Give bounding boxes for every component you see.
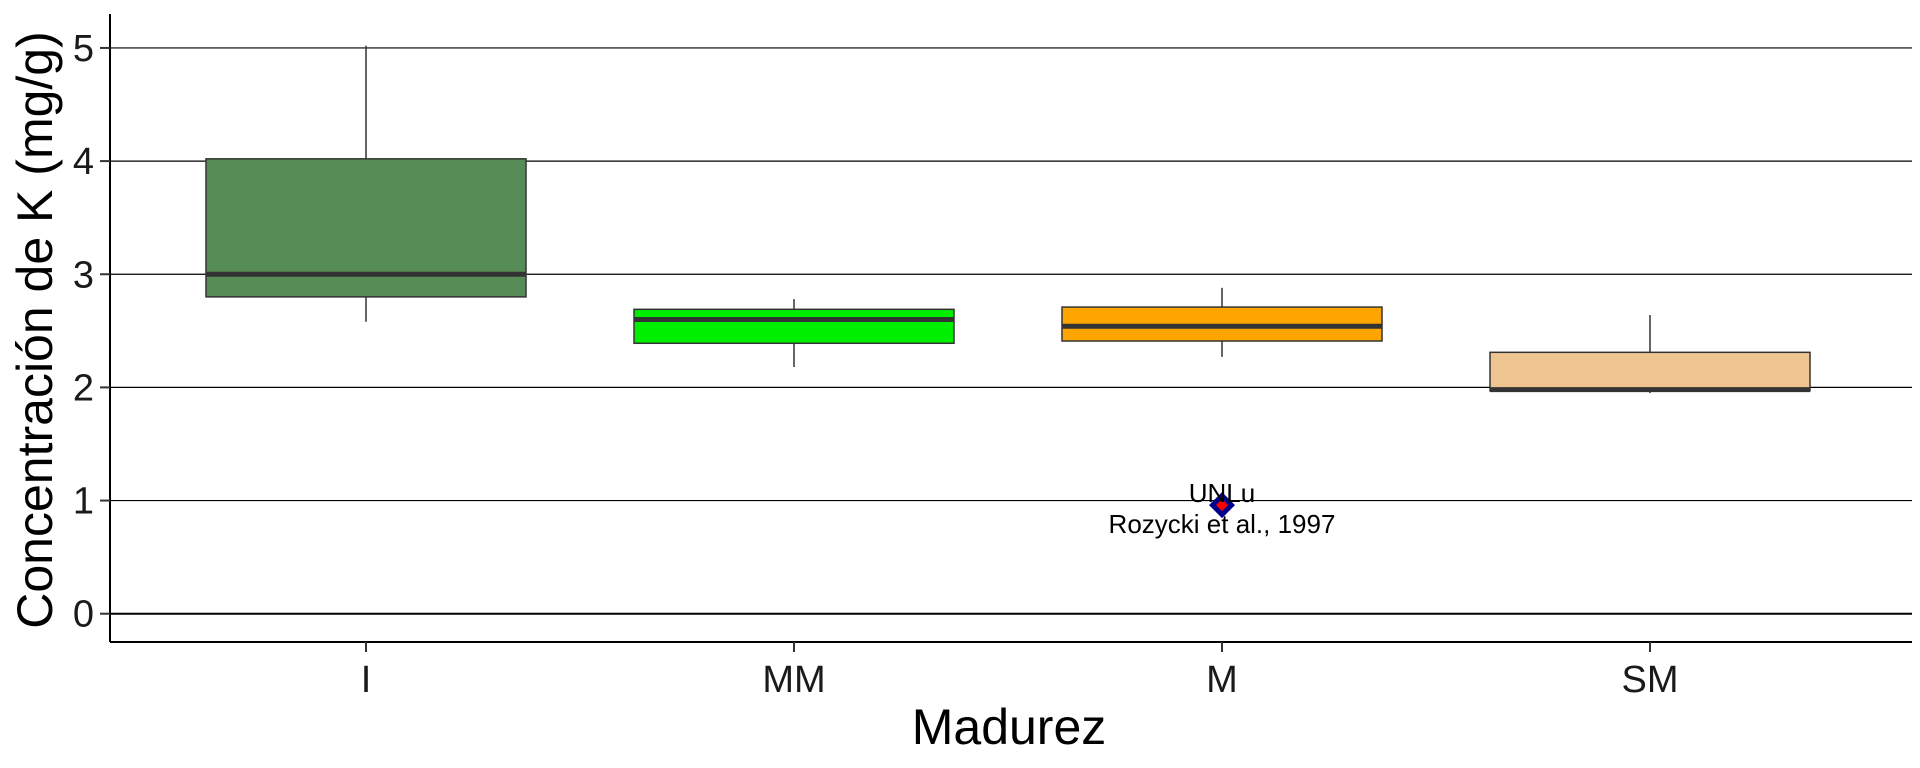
x-tick-labels: I MM M SM xyxy=(361,642,1679,701)
box-body-MM xyxy=(633,308,955,345)
y-tick-labels: 0 1 2 3 4 5 xyxy=(73,28,110,636)
y-axis-title: Concentración de K (mg/g) xyxy=(7,31,63,629)
point-label-below: Rozycki et al., 1997 xyxy=(1109,509,1336,539)
box-I xyxy=(205,45,527,322)
box-M xyxy=(1061,287,1383,357)
y-tick-label-4: 4 xyxy=(73,141,94,183)
x-tick-label-MM: MM xyxy=(762,659,825,701)
axes xyxy=(109,14,1912,643)
diamond-marker-inner xyxy=(1216,499,1228,512)
x-tick-label-M: M xyxy=(1206,659,1238,701)
x-axis-title: Madurez xyxy=(912,699,1107,755)
point-label-above: UNLu xyxy=(1189,478,1255,508)
y-tick-label-3: 3 xyxy=(73,254,94,296)
box-SM xyxy=(1489,314,1811,394)
y-tick-label-5: 5 xyxy=(73,28,94,70)
y-tick-label-1: 1 xyxy=(73,481,94,523)
y-tick-label-0: 0 xyxy=(73,594,94,636)
x-tick-label-I: I xyxy=(361,659,372,701)
box-body-SM xyxy=(1489,351,1811,392)
boxes xyxy=(205,45,1811,394)
box-MM xyxy=(633,299,955,368)
y-tick-label-2: 2 xyxy=(73,367,94,409)
x-tick-label-SM: SM xyxy=(1622,659,1679,701)
